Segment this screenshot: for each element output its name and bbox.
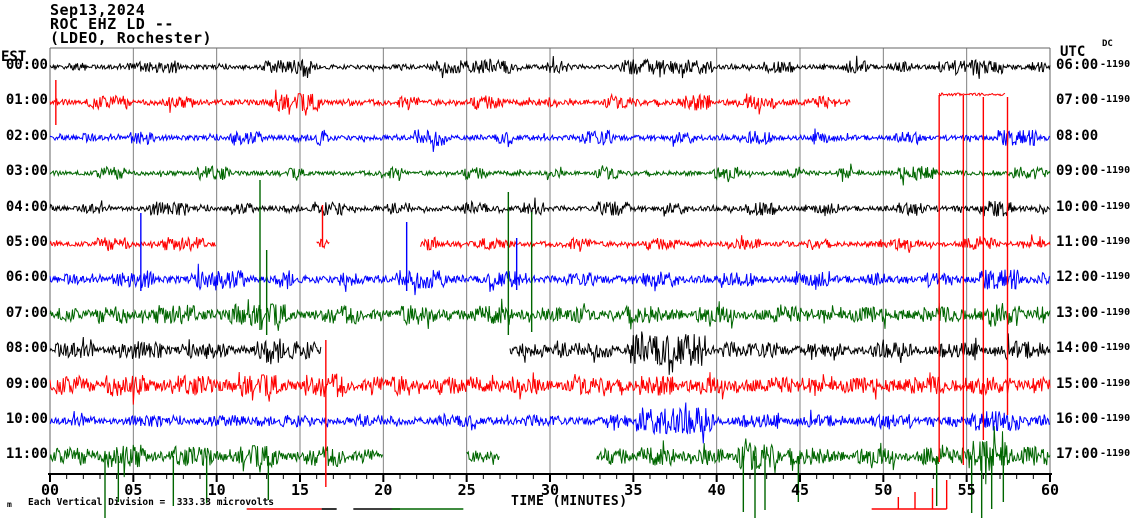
trace-08:00 (509, 331, 1051, 375)
x-tick-20: 20 (374, 481, 393, 499)
x-tick-50: 50 (874, 481, 893, 499)
right-axis-title: UTC (1060, 44, 1086, 60)
header-date: Sep13,2024 (50, 1, 146, 19)
x-tick-25: 25 (457, 481, 476, 499)
est-label-11: 11:00 (5, 446, 48, 463)
scale-note: Each Vertical Division = 333.33 microvol… (28, 497, 274, 508)
left-axis-title: EST (1, 49, 27, 65)
dc-value-4: -1190270 (1100, 200, 1130, 212)
x-axis-label: TIME (MINUTES) (511, 494, 628, 509)
header-station: ROC EHZ LD -- (50, 15, 174, 33)
dc-value-7: -1190267 (1100, 306, 1130, 318)
x-tick-60: 60 (1040, 481, 1060, 499)
trace-11:00 (596, 426, 1051, 485)
trace-01:00 (938, 92, 1006, 97)
utc-label-10: 16:00 (1056, 411, 1099, 427)
trace-02:00 (49, 128, 1051, 152)
trace-10:00 (49, 402, 1051, 444)
utc-label-0: 06:00 (1056, 57, 1099, 73)
est-label-10: 10:00 (5, 411, 48, 427)
scale-marker-icon: m (7, 500, 12, 509)
est-label-4: 04:00 (5, 198, 48, 215)
trace-09:00 (49, 371, 1051, 405)
est-label-2: 02:00 (5, 127, 48, 144)
trace-11:00 (49, 444, 383, 478)
dc-value-11: -1190277 (1100, 448, 1130, 460)
utc-label-8: 14:00 (1056, 340, 1099, 357)
dc-value-6: -1190247 (1100, 271, 1130, 283)
trace-05:00 (49, 236, 217, 253)
dc-value-0: -1190285 (1100, 59, 1130, 70)
est-label-3: 03:00 (5, 163, 48, 180)
est-label-8: 08:00 (5, 340, 48, 357)
dc-value-5: -1190263 (1100, 236, 1130, 247)
trace-07:00 (49, 298, 1051, 331)
trace-06:00 (49, 263, 1051, 296)
dc-value-1: -1190230 (1100, 94, 1130, 106)
utc-label-11: 17:00 (1056, 446, 1099, 463)
utc-label-3: 09:00 (1056, 163, 1099, 180)
dc-value-8: -1190276 (1100, 342, 1130, 354)
trace-08:00 (49, 336, 322, 365)
utc-label-7: 13:00 (1056, 304, 1099, 321)
utc-label-5: 11:00 (1056, 234, 1099, 250)
dc-value-3: -1190261 (1100, 165, 1130, 177)
est-label-0: 00:00 (5, 57, 48, 73)
utc-label-1: 07:00 (1056, 92, 1099, 109)
trace-05:00 (419, 234, 1051, 253)
trace-11:00 (466, 450, 500, 465)
x-tick-35: 35 (624, 481, 643, 499)
est-label-1: 01:00 (5, 92, 48, 109)
x-tick-30: 30 (540, 481, 560, 499)
dc-value-10: -1190316 (1100, 413, 1130, 424)
utc-label-9: 15:00 (1056, 375, 1099, 392)
est-label-9: 09:00 (5, 375, 48, 392)
x-tick-55: 55 (957, 481, 976, 499)
x-tick-10: 10 (207, 481, 226, 499)
utc-label-6: 12:00 (1056, 269, 1099, 286)
trace-04:00 (49, 197, 1051, 217)
trace-03:00 (49, 163, 1051, 186)
header-location: (LDEO, Rochester) (50, 29, 213, 47)
dc-value-9: -1190255 (1100, 377, 1130, 389)
x-tick-45: 45 (790, 481, 810, 499)
x-tick-40: 40 (707, 481, 726, 499)
x-tick-15: 15 (290, 481, 310, 499)
est-label-6: 06:00 (5, 269, 48, 286)
right-axis-subtitle: DC (1102, 39, 1113, 49)
trace-01:00 (49, 89, 851, 116)
est-label-7: 07:00 (5, 304, 48, 321)
trace-00:00 (49, 55, 1051, 79)
utc-label-4: 10:00 (1056, 198, 1099, 215)
x-tick-00: 00 (40, 481, 60, 499)
est-label-5: 05:00 (5, 234, 48, 250)
x-tick-05: 05 (124, 481, 143, 499)
utc-label-2: 08:00 (1056, 127, 1099, 144)
